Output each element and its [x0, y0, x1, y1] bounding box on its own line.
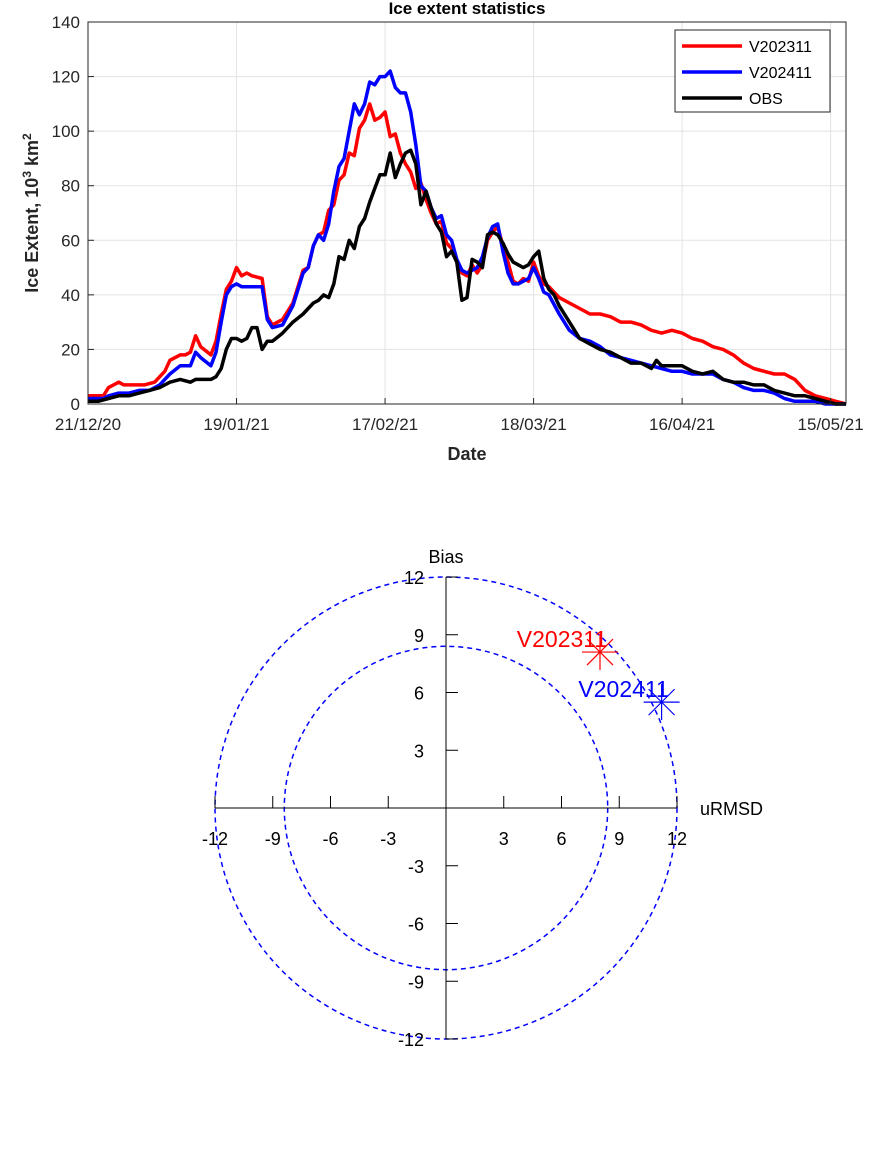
urmsd-tick-label: 3 — [499, 829, 509, 849]
diagram-axes — [215, 577, 677, 1039]
x-tick-label: 15/05/21 — [798, 415, 864, 434]
bias-tick-label: -6 — [408, 915, 424, 935]
ice-extent-chart: 0 20 40 60 80 100 120 140 21/12/20 19/01/21 17/02/… — [20, 0, 864, 464]
diagram-x-label: uRMSD — [700, 799, 763, 819]
point-label-v202311: V202311 — [517, 626, 607, 652]
urmsd-tick-label: -12 — [202, 829, 228, 849]
plot-frame — [87, 21, 847, 405]
bias-tick-label: 12 — [404, 568, 424, 588]
bias-tick-label: -12 — [398, 1030, 424, 1050]
urmsd-tick-label: 9 — [614, 829, 624, 849]
bias-tick-label: 6 — [414, 684, 424, 704]
point-v202311: V202311 — [517, 626, 618, 671]
bias-tick-label: -9 — [408, 972, 424, 992]
diagram-y-label: Bias — [428, 547, 463, 567]
axis-ticks: 0 20 40 60 80 100 120 140 21/12/20 19/01/21 17/02/… — [52, 13, 864, 434]
point-v202411: V202411 — [578, 676, 680, 721]
x-tick-label: 19/01/21 — [203, 415, 269, 434]
bias-tick-label: 3 — [414, 741, 424, 761]
legend: V202311 V202411 OBS — [674, 29, 831, 113]
series-lines — [88, 69, 847, 406]
y-tick-label: 140 — [52, 13, 80, 32]
point-label-v202411: V202411 — [578, 676, 668, 702]
y-tick-label: 0 — [71, 395, 80, 414]
y-tick-label: 80 — [61, 177, 80, 196]
star-marker-stroke — [648, 688, 676, 716]
y-tick-label: 60 — [61, 231, 80, 250]
x-axis-label: Date — [447, 444, 486, 464]
urmsd-tick-label: -3 — [380, 829, 396, 849]
series-line-obs — [88, 148, 846, 406]
bias-tick-label: 9 — [414, 626, 424, 646]
urmsd-tick-label: 6 — [556, 829, 566, 849]
legend-label-v202411: V202411 — [749, 65, 812, 82]
legend-label-v202311: V202311 — [749, 39, 812, 56]
urmsd-tick-label: -6 — [322, 829, 338, 849]
y-tick-label: 40 — [61, 286, 80, 305]
y-tick-label: 120 — [52, 68, 80, 87]
legend-label-obs: OBS — [749, 91, 783, 108]
diagram-ticks: -12 -9 -6 -3 3 6 9 12 12 9 6 3 -3 -6 -9 -12 — [202, 568, 687, 1050]
urmsd-tick-label: -9 — [265, 829, 281, 849]
y-axis-label: Ice Extent, 103 km2 — [20, 133, 42, 293]
x-tick-label: 16/04/21 — [649, 415, 715, 434]
y-tick-label: 100 — [52, 122, 80, 141]
star-marker-stroke — [586, 638, 614, 666]
chart-title: Ice extent statistics — [389, 0, 546, 18]
x-tick-label: 21/12/20 — [55, 415, 121, 434]
diagram-points: V202311 V202411 — [517, 626, 680, 721]
x-tick-label: 17/02/21 — [352, 415, 418, 434]
urmsd-tick-label: 12 — [667, 829, 687, 849]
y-tick-label: 20 — [61, 340, 80, 359]
x-tick-label: 18/03/21 — [500, 415, 566, 434]
bias-tick-label: -3 — [408, 857, 424, 877]
